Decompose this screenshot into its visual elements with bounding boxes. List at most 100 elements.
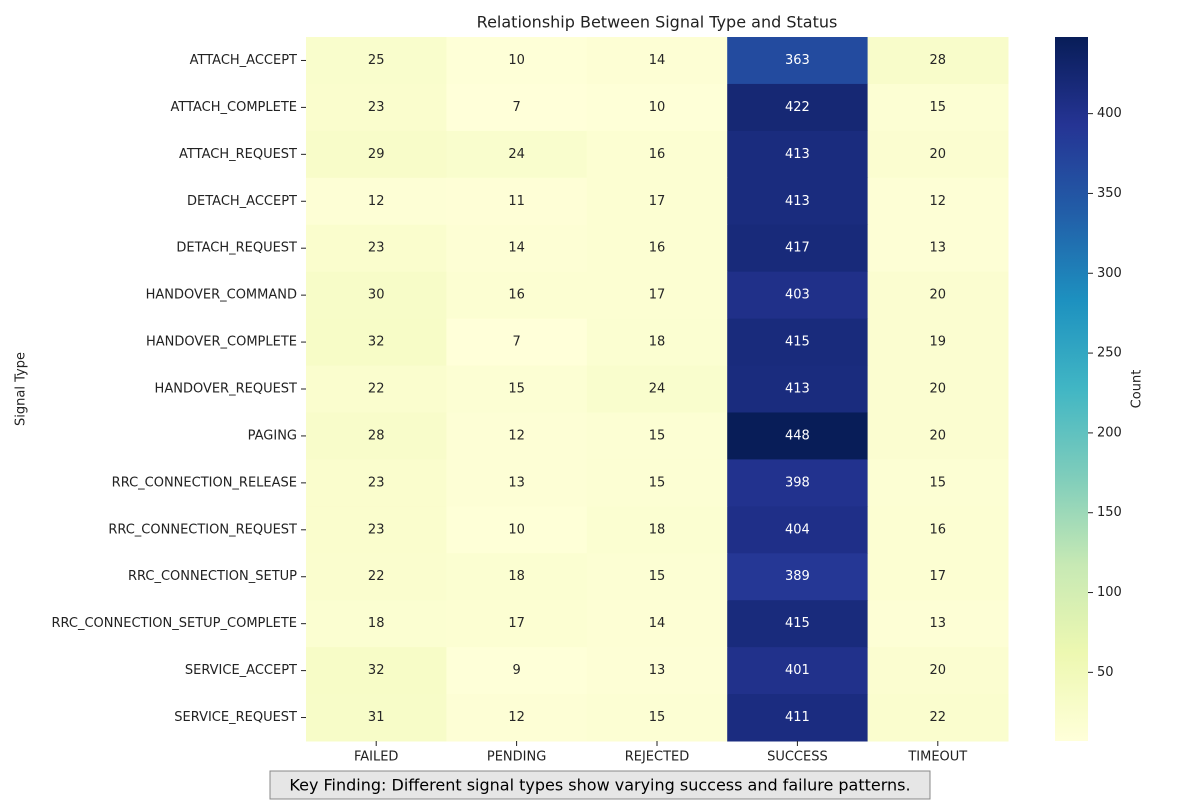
heatmap-cell [586, 318, 728, 367]
cell-label: 25 [368, 53, 385, 68]
heatmap-cell [586, 224, 728, 273]
colorbar-tick-label: 200 [1097, 425, 1122, 440]
heatmap-cell [446, 459, 588, 507]
colorbar-tick-label: 250 [1097, 346, 1122, 361]
cell-label: 14 [508, 241, 525, 256]
y-tick-label: ATTACH_ACCEPT [190, 53, 297, 68]
colorbar-tick-label: 50 [1097, 665, 1114, 680]
cell-label: 18 [649, 335, 666, 350]
cell-label: 18 [649, 522, 666, 537]
colorbar-tick-label: 300 [1097, 266, 1122, 281]
heatmap-cell [446, 318, 588, 367]
colorbar [1055, 37, 1088, 741]
heatmap-cell [446, 553, 588, 601]
cell-label: 32 [368, 663, 385, 678]
heatmap-cell [306, 647, 447, 695]
colorbar-label: Count [1130, 370, 1145, 409]
heatmap-cell [727, 224, 869, 273]
heatmap-cell [586, 694, 728, 742]
heatmap-cell [446, 600, 588, 648]
heatmap-cell [446, 37, 588, 85]
heatmap-cell [586, 553, 728, 601]
cell-label: 413 [785, 194, 810, 209]
heatmap-cell [306, 365, 447, 413]
y-tick-label: HANDOVER_COMMAND [146, 288, 297, 303]
heatmap-cell [446, 177, 588, 226]
cell-label: 15 [649, 475, 666, 490]
colorbar-tick-label: 150 [1097, 505, 1122, 520]
heatmap-cell [446, 271, 588, 320]
heatmap-cell [727, 412, 869, 460]
cell-label: 12 [508, 710, 525, 725]
heatmap-cell [306, 318, 447, 367]
cell-label: 15 [930, 100, 947, 115]
chart-title: Relationship Between Signal Type and Sta… [477, 13, 838, 32]
heatmap-cell [867, 506, 1009, 554]
heatmap-cell [306, 130, 447, 179]
heatmap-cell [446, 647, 588, 695]
x-tick-label: PENDING [487, 750, 546, 765]
cell-label: 32 [368, 335, 385, 350]
heatmap-cell [446, 412, 588, 460]
heatmap-cell [306, 600, 447, 648]
cell-label: 17 [649, 194, 666, 209]
heatmap-cell [306, 459, 447, 507]
cell-label: 17 [508, 616, 525, 631]
heatmap-cell [867, 177, 1009, 226]
heatmap-cell [446, 224, 588, 273]
cell-label: 30 [368, 288, 385, 303]
cell-label: 398 [785, 475, 810, 490]
heatmap-cell [306, 553, 447, 601]
heatmap-cell [867, 130, 1009, 179]
cell-label: 24 [508, 147, 525, 162]
cell-label: 12 [368, 194, 385, 209]
heatmap-cell [306, 224, 447, 273]
cell-label: 7 [512, 100, 520, 115]
heatmap-cell [586, 83, 728, 132]
cell-label: 413 [785, 382, 810, 397]
y-tick-label: RRC_CONNECTION_RELEASE [112, 475, 297, 490]
cell-label: 15 [649, 710, 666, 725]
cell-label: 15 [508, 382, 525, 397]
cell-label: 15 [649, 428, 666, 443]
cell-label: 20 [930, 663, 947, 678]
y-tick-label: SERVICE_REQUEST [174, 710, 297, 725]
heatmap-cell [446, 365, 588, 413]
annotation-box [269, 770, 931, 800]
heatmap-cell [446, 83, 588, 132]
cell-label: 415 [785, 616, 810, 631]
cell-label: 28 [930, 53, 947, 68]
heatmap-cell [727, 318, 869, 367]
cell-label: 363 [785, 53, 810, 68]
cell-label: 10 [508, 53, 525, 68]
heatmap-cell [446, 130, 588, 179]
cell-label: 18 [508, 569, 525, 584]
heatmap-cell [727, 271, 869, 320]
heatmap-cell [306, 177, 447, 226]
cell-label: 404 [785, 522, 810, 537]
y-tick-label: RRC_CONNECTION_REQUEST [108, 522, 297, 537]
cell-label: 13 [930, 616, 947, 631]
cell-label: 13 [930, 241, 947, 256]
cell-label: 16 [508, 288, 525, 303]
cell-label: 22 [368, 382, 385, 397]
heatmap-cell [727, 694, 869, 742]
cell-label: 23 [368, 241, 385, 256]
annotation: Key Finding: Different signal types show… [289, 776, 910, 795]
y-axis-label: Signal Type [14, 352, 29, 426]
heatmap-cell [446, 506, 588, 554]
heatmap-cell [306, 83, 447, 132]
heatmap-cell [867, 83, 1009, 132]
heatmap-cell [727, 647, 869, 695]
heatmap-cell [867, 647, 1009, 695]
y-tick-label: HANDOVER_COMPLETE [146, 335, 297, 350]
cell-label: 20 [930, 428, 947, 443]
cell-label: 19 [930, 335, 947, 350]
heatmap-cell [727, 600, 869, 648]
colorbar-tick-label: 350 [1097, 186, 1122, 201]
colorbar-tick-label: 100 [1097, 585, 1122, 600]
cell-label: 23 [368, 522, 385, 537]
heatmap-cell [867, 365, 1009, 413]
cell-label: 22 [930, 710, 947, 725]
cell-label: 16 [649, 241, 666, 256]
